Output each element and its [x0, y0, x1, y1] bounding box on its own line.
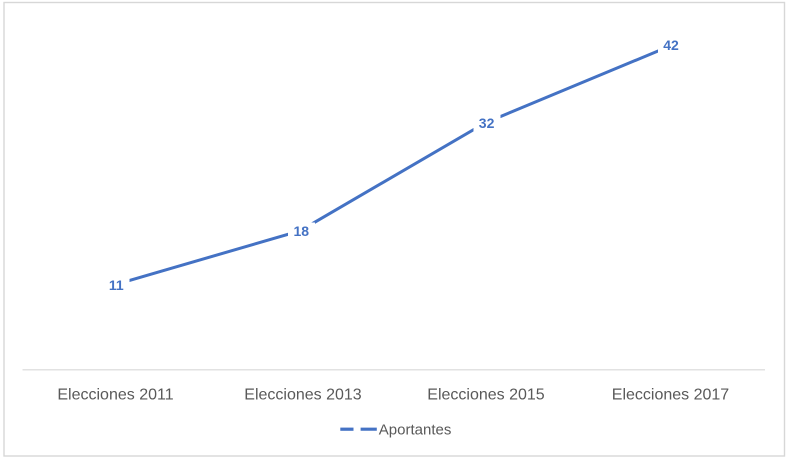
svg-text:Elecciones 2011: Elecciones 2011 [57, 387, 173, 404]
svg-text:Elecciones 2013: Elecciones 2013 [244, 387, 362, 404]
svg-text:42: 42 [663, 37, 679, 53]
svg-text:Elecciones 2015: Elecciones 2015 [427, 387, 545, 404]
svg-text:18: 18 [294, 223, 310, 239]
svg-text:11: 11 [109, 277, 124, 293]
svg-text:Aportantes: Aportantes [379, 422, 452, 439]
svg-text:Elecciones 2017: Elecciones 2017 [612, 387, 730, 404]
svg-text:32: 32 [479, 115, 495, 131]
